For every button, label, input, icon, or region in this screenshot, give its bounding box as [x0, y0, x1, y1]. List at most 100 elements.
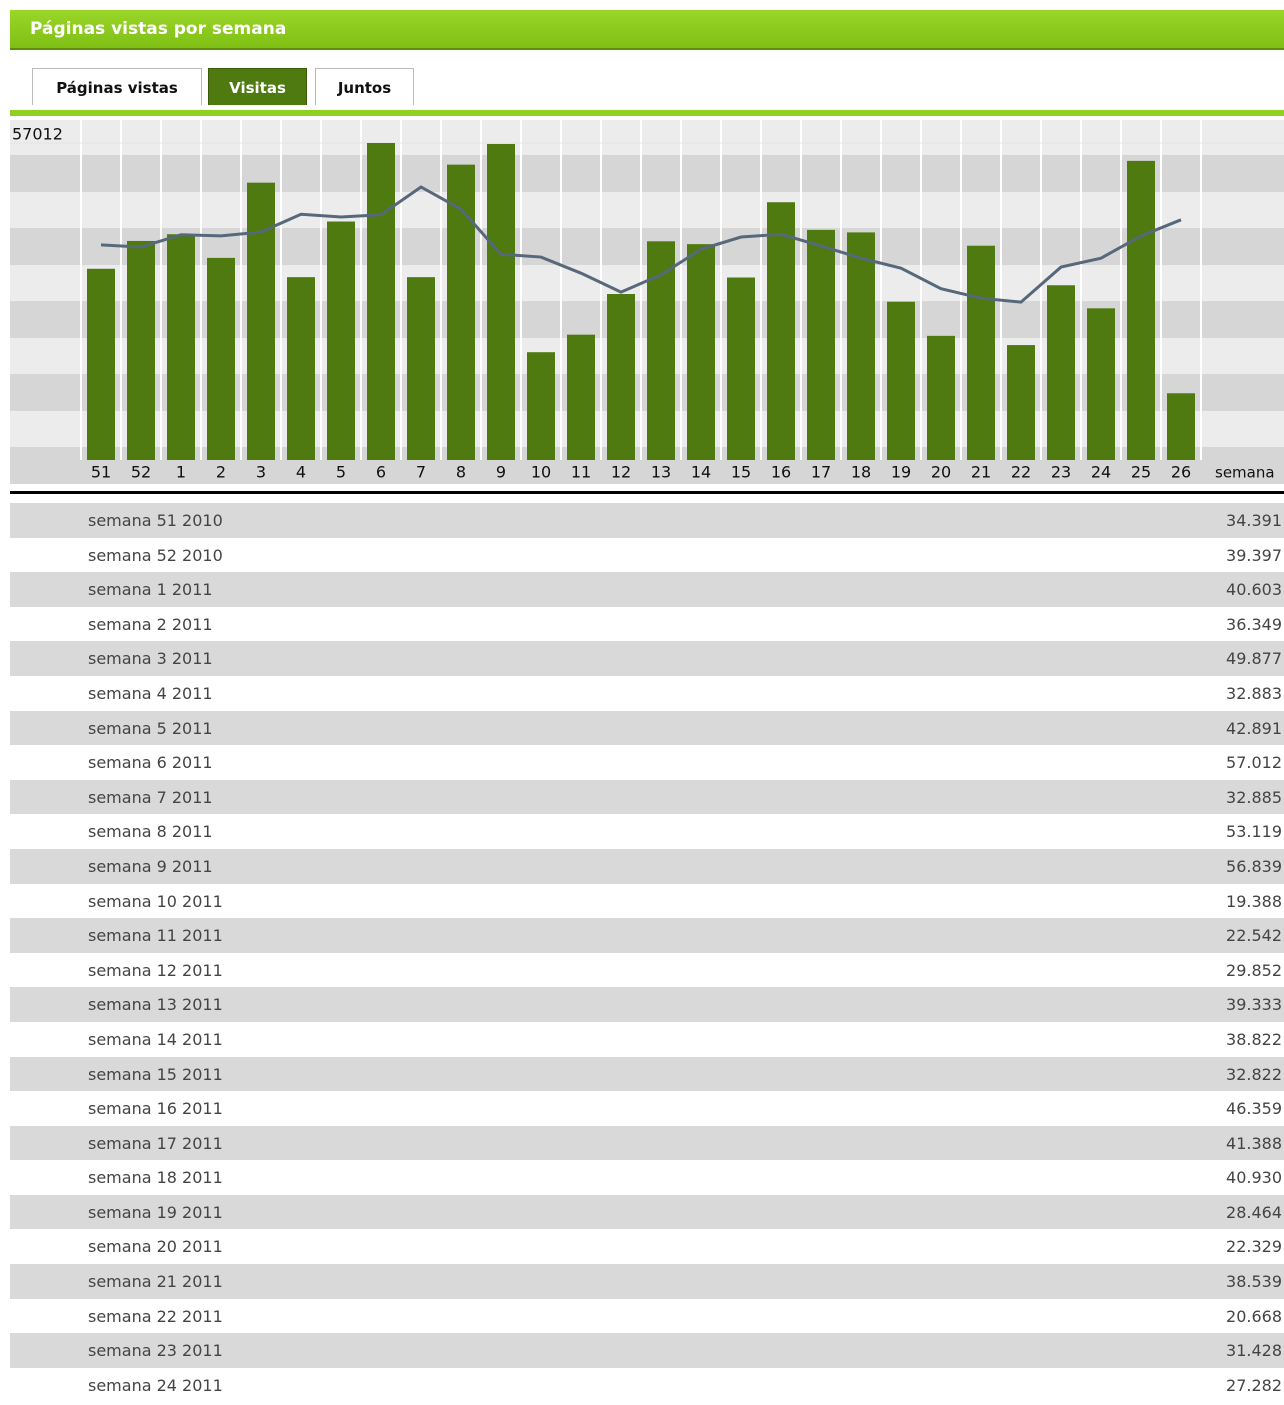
x-tick-label: 9 — [496, 463, 506, 482]
x-tick-label: 4 — [296, 463, 306, 482]
table-row: semana 2 2011 36.349 — [10, 607, 1284, 642]
row-label: semana 3 2011 — [88, 649, 213, 669]
row-label: semana 51 2010 — [88, 511, 223, 530]
x-tick-label: 17 — [811, 463, 831, 482]
bar — [687, 244, 715, 460]
separator — [10, 491, 1284, 494]
row-value: 20.668 — [1226, 1306, 1282, 1326]
x-tick-label: 24 — [1091, 463, 1111, 482]
row-label: semana 22 2011 — [88, 1306, 223, 1326]
x-tick-label: 11 — [571, 463, 591, 482]
table-row: semana 19 2011 28.464 — [10, 1194, 1284, 1230]
bar — [487, 143, 515, 460]
row-value: 22.329 — [1226, 1237, 1282, 1257]
tab[interactable]: Páginas vistas — [32, 68, 202, 105]
bar — [87, 268, 115, 460]
row-value: 27.282 — [1226, 1375, 1282, 1395]
table-row: semana 13 2011 39.333 — [10, 987, 1284, 1022]
table-row: semana 24 2011 27.282 — [10, 1368, 1284, 1403]
x-tick-label: 2 — [216, 463, 226, 482]
table: semana 51 2010 34.391 semana 52 2010 39.397… — [10, 503, 1284, 1402]
row-label: semana 21 2011 — [88, 1272, 223, 1292]
table-row: semana 15 2011 32.822 — [10, 1056, 1284, 1092]
x-tick-label: 51 — [91, 463, 111, 482]
row-value: 32.822 — [1226, 1064, 1282, 1084]
row-label: semana 18 2011 — [88, 1168, 223, 1188]
tab[interactable]: Juntos — [315, 68, 414, 105]
x-tick-label: 3 — [256, 463, 266, 482]
table-row: semana 9 2011 56.839 — [10, 848, 1284, 884]
row-label: semana 20 2011 — [88, 1237, 223, 1257]
bar — [767, 202, 795, 460]
row-label: semana 2 2011 — [88, 614, 213, 634]
row-value: 46.359 — [1226, 1099, 1282, 1119]
x-tick-label: 6 — [376, 463, 386, 482]
row-value: 42.891 — [1226, 718, 1282, 738]
x-tick-label: 12 — [611, 463, 631, 482]
bar — [207, 257, 235, 460]
table-row: semana 51 2010 34.391 — [10, 503, 1284, 538]
row-value: 38.822 — [1226, 1029, 1282, 1049]
bar — [167, 234, 195, 460]
bar — [1047, 285, 1075, 460]
row-value: 41.388 — [1226, 1133, 1282, 1153]
bar — [127, 240, 155, 460]
x-tick-label: 26 — [1171, 463, 1191, 482]
row-value: 22.542 — [1226, 926, 1282, 946]
table-row: semana 5 2011 42.891 — [10, 710, 1284, 746]
row-label: semana 7 2011 — [88, 787, 213, 807]
row-label: semana 5 2011 — [88, 718, 213, 738]
x-axis-label: semana — [1215, 464, 1275, 482]
bar — [447, 164, 475, 460]
bar — [607, 294, 635, 460]
table-row: semana 52 2010 39.397 — [10, 538, 1284, 573]
x-tick-label: 18 — [851, 463, 871, 482]
row-label: semana 13 2011 — [88, 995, 223, 1015]
row-label: semana 24 2011 — [88, 1375, 223, 1395]
bar — [567, 334, 595, 460]
bar — [327, 221, 355, 460]
x-tick-label: 10 — [531, 463, 551, 482]
row-label: semana 52 2010 — [88, 545, 223, 565]
bar — [247, 182, 275, 461]
row-value: 19.388 — [1226, 891, 1282, 911]
bar — [927, 335, 955, 460]
bar — [407, 277, 435, 460]
row-label: semana 15 2011 — [88, 1064, 223, 1084]
bar — [287, 277, 315, 460]
table-row: semana 7 2011 32.885 — [10, 779, 1284, 815]
row-label: semana 17 2011 — [88, 1133, 223, 1153]
bar — [1007, 345, 1035, 460]
row-value: 29.852 — [1226, 960, 1282, 980]
table-row: semana 4 2011 32.883 — [10, 676, 1284, 711]
row-label: semana 14 2011 — [88, 1029, 223, 1049]
row-value: 38.539 — [1226, 1272, 1282, 1292]
row-label: semana 1 2011 — [88, 580, 213, 600]
row-value: 31.428 — [1226, 1341, 1282, 1361]
row-value: 57.012 — [1226, 753, 1282, 773]
table-row: semana 20 2011 22.329 — [10, 1229, 1284, 1264]
bar — [807, 229, 835, 460]
x-tick-label: 1 — [176, 463, 186, 482]
x-tick-label: 14 — [691, 463, 711, 482]
x-tick-label: 23 — [1051, 463, 1071, 482]
y-tick-label: 57012 — [12, 125, 63, 144]
bar — [847, 232, 875, 460]
table-row: semana 6 2011 57.012 — [10, 745, 1284, 780]
table-row: semana 18 2011 40.930 — [10, 1160, 1284, 1195]
tab-underline — [10, 110, 1284, 116]
row-value: 39.333 — [1226, 995, 1282, 1015]
table-row: semana 12 2011 29.852 — [10, 953, 1284, 988]
table-row: semana 21 2011 38.539 — [10, 1264, 1284, 1299]
bar — [727, 277, 755, 460]
row-value: 49.877 — [1226, 649, 1282, 669]
x-tick-label: 20 — [931, 463, 951, 482]
bar — [1167, 393, 1195, 460]
bar — [967, 245, 995, 460]
row-value: 32.883 — [1226, 683, 1282, 703]
row-value: 34.391 — [1226, 511, 1282, 530]
tab[interactable]: Visitas — [208, 68, 307, 105]
row-value: 56.839 — [1226, 856, 1282, 876]
header-title: Páginas vistas por semana — [30, 19, 287, 39]
